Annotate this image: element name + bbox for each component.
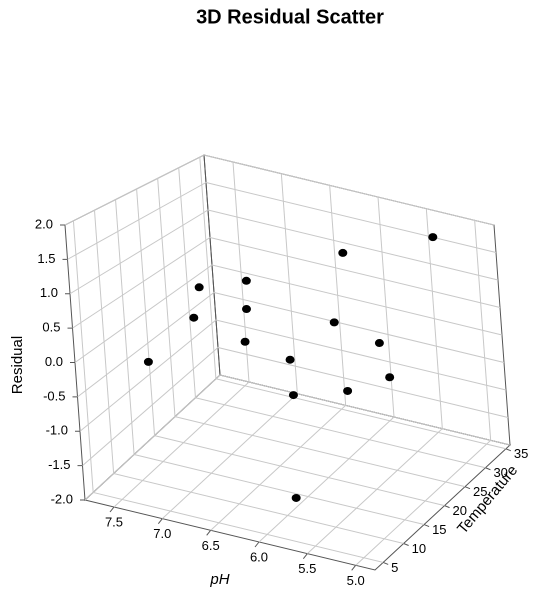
tick-mark <box>109 506 115 513</box>
grid-line <box>207 209 499 281</box>
z-tick-label: 1.0 <box>40 285 58 300</box>
point <box>338 248 348 257</box>
grid-line <box>203 154 495 226</box>
point <box>285 355 295 364</box>
tick-mark <box>464 486 471 490</box>
y-tick-label: 35 <box>514 446 528 461</box>
grid-line <box>74 264 213 363</box>
y-tick-label: 25 <box>473 484 487 499</box>
grid-line <box>93 491 384 563</box>
z-tick-label: 0.5 <box>42 320 60 335</box>
x-tick-label: 7.5 <box>105 514 123 529</box>
grid-line <box>84 374 221 501</box>
grid-line <box>77 292 215 398</box>
grid-line <box>258 416 395 543</box>
z-tick-label: -1.0 <box>46 423 68 438</box>
point <box>241 276 251 285</box>
grid-line <box>215 378 507 450</box>
point <box>374 339 384 348</box>
grid-line <box>161 393 298 520</box>
tick-mark <box>485 467 491 471</box>
grid-line <box>133 454 425 526</box>
grid-line <box>213 292 505 363</box>
point <box>329 318 339 327</box>
z-tick-label: 1.5 <box>37 251 55 266</box>
tick-mark <box>444 505 450 509</box>
chart-title: 3D Residual Scatter <box>196 6 384 28</box>
point <box>240 337 250 346</box>
grid-line <box>195 397 486 469</box>
z-tick-label: -1.5 <box>48 457 70 472</box>
x-tick-label: 5.5 <box>298 561 316 576</box>
point <box>288 391 298 400</box>
x-axis-label: pH <box>209 571 229 588</box>
tick-mark <box>351 565 357 571</box>
y-tick-label: 5 <box>391 560 398 575</box>
point <box>189 313 199 322</box>
grid-line <box>64 154 205 226</box>
grid-line <box>306 428 443 555</box>
tick-mark <box>206 530 212 536</box>
grid-line <box>67 182 207 260</box>
tick-mark <box>254 541 260 548</box>
pane <box>83 374 512 571</box>
tick-mark <box>157 518 163 524</box>
z-tick-label: -0.5 <box>43 388 65 403</box>
y-axis-label: Temperature <box>454 462 521 537</box>
grid-line <box>205 182 497 253</box>
y-tick-label: 30 <box>493 465 507 480</box>
y-tick-label: 15 <box>432 522 446 537</box>
grid-line <box>82 347 219 467</box>
grid-line <box>210 404 347 531</box>
x-tick-label: 6.5 <box>202 538 220 553</box>
grid-line <box>211 264 503 336</box>
grid-line <box>154 435 445 507</box>
point <box>194 283 204 292</box>
z-tick-label: 2.0 <box>35 216 53 231</box>
z-tick-label: 0.0 <box>45 354 63 369</box>
grid-line <box>113 472 404 544</box>
tick-mark <box>403 543 409 546</box>
tick-mark <box>382 561 389 565</box>
tick-mark <box>423 524 430 528</box>
point <box>242 305 252 314</box>
point <box>143 357 153 366</box>
z-axis-label: Residual <box>9 336 26 394</box>
point <box>428 233 438 242</box>
point <box>385 373 395 382</box>
tick-mark <box>505 448 512 452</box>
grid-line <box>69 209 209 295</box>
grid-line <box>209 237 501 308</box>
y-tick-label: 10 <box>412 541 426 556</box>
grid-line <box>79 319 217 432</box>
tick-mark <box>302 553 308 559</box>
grid-line <box>72 237 211 329</box>
z-tick-label: -2.0 <box>51 491 73 506</box>
grid-line <box>113 381 250 508</box>
grid-line <box>217 347 509 418</box>
grid-line <box>174 416 466 488</box>
y-tick-label: 20 <box>453 503 467 518</box>
pane <box>64 154 221 502</box>
x-tick-label: 7.0 <box>153 526 171 541</box>
grid-line <box>355 439 492 566</box>
point <box>343 386 353 395</box>
x-tick-label: 6.0 <box>250 549 268 564</box>
x-tick-label: 5.0 <box>347 573 365 588</box>
grid-line <box>219 374 511 446</box>
point <box>291 493 301 502</box>
grid-line <box>215 319 507 391</box>
